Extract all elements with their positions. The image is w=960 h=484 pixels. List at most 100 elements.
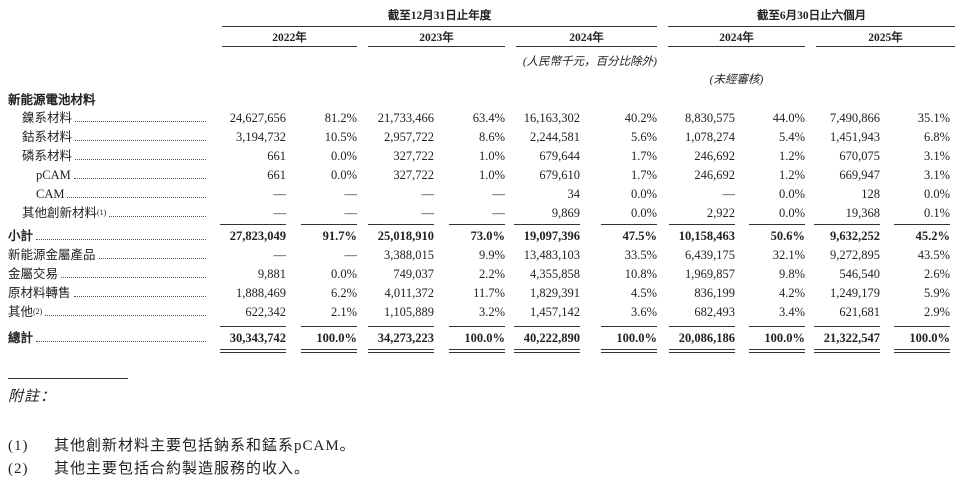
cell: 3,194,732 bbox=[236, 130, 286, 144]
note-marker: (1) bbox=[8, 438, 29, 454]
cell: 25,018,910 bbox=[377, 229, 434, 243]
dot-leader bbox=[67, 197, 206, 198]
note-text: 其他主要包括合約製造服務的收入。 bbox=[54, 461, 311, 477]
cell: 9,632,252 bbox=[830, 229, 880, 243]
header-rule bbox=[222, 26, 657, 27]
cell: 0.0% bbox=[778, 206, 805, 220]
cell: — bbox=[492, 206, 506, 220]
cell: 2,244,581 bbox=[530, 130, 580, 144]
cell: — bbox=[273, 248, 287, 262]
header-rule bbox=[668, 26, 955, 27]
notes-title: 附註： bbox=[8, 389, 57, 405]
total-rule bbox=[368, 326, 434, 327]
year-header: 2025年 bbox=[868, 32, 903, 44]
cell: 0.0% bbox=[330, 168, 357, 182]
cell: 679,610 bbox=[539, 168, 580, 182]
cell: 246,692 bbox=[694, 168, 735, 182]
total-rule bbox=[301, 326, 357, 327]
subtotal-rule bbox=[368, 224, 434, 225]
dot-leader bbox=[73, 178, 206, 179]
cell: 1.7% bbox=[630, 149, 657, 163]
cell: 1.0% bbox=[478, 149, 505, 163]
dot-leader bbox=[109, 216, 206, 217]
cell: 679,644 bbox=[539, 149, 580, 163]
cell: — bbox=[344, 248, 358, 262]
cell: 836,199 bbox=[694, 286, 735, 300]
label-text: CAM bbox=[36, 187, 65, 201]
row-label: 鈷系材料 bbox=[22, 129, 206, 145]
cell: 81.2% bbox=[324, 111, 357, 125]
total-double-rule bbox=[814, 352, 880, 353]
cell: 100.0% bbox=[909, 331, 950, 345]
cell: 100.0% bbox=[616, 331, 657, 345]
cell: 45.2% bbox=[915, 229, 950, 243]
cell: 1,105,889 bbox=[384, 305, 434, 319]
note-ref: (2) bbox=[33, 307, 43, 316]
total-double-rule bbox=[894, 352, 950, 353]
cell: 3.6% bbox=[630, 305, 657, 319]
row-label: CAM bbox=[36, 186, 206, 202]
cell: 4.5% bbox=[630, 286, 657, 300]
cell: 1.7% bbox=[630, 168, 657, 182]
cell: — bbox=[421, 187, 435, 201]
cell: 5.4% bbox=[778, 130, 805, 144]
cell: 34 bbox=[567, 187, 581, 201]
label-text: 其他創新材料 bbox=[22, 206, 98, 220]
cell: 4,355,858 bbox=[530, 267, 580, 281]
dot-leader bbox=[45, 315, 206, 316]
row-label: 新能源金屬產品 bbox=[8, 247, 206, 263]
cell: 1,969,857 bbox=[685, 267, 735, 281]
dot-leader bbox=[73, 296, 206, 297]
cell: 9.9% bbox=[478, 248, 505, 262]
cell: 63.4% bbox=[472, 111, 505, 125]
cell: 9.8% bbox=[778, 267, 805, 281]
cell: 3.1% bbox=[923, 149, 950, 163]
row-label: 總計 bbox=[8, 330, 206, 346]
row-label: pCAM bbox=[36, 167, 206, 183]
total-rule bbox=[669, 326, 735, 327]
cell: 2,922 bbox=[706, 206, 735, 220]
subtotal-rule bbox=[601, 224, 657, 225]
year-header: 2022年 bbox=[272, 32, 307, 44]
total-double-rule bbox=[894, 349, 950, 350]
total-double-rule bbox=[301, 352, 357, 353]
total-double-rule bbox=[669, 352, 735, 353]
label-text: 磷系材料 bbox=[22, 149, 73, 163]
row-label: 磷系材料 bbox=[22, 148, 206, 164]
label-text: pCAM bbox=[36, 168, 71, 182]
total-double-rule bbox=[368, 349, 434, 350]
cell: 27,823,049 bbox=[229, 229, 286, 243]
dot-leader bbox=[36, 239, 206, 240]
label-text: 總計 bbox=[8, 331, 34, 345]
total-double-rule bbox=[669, 349, 735, 350]
note-marker: (2) bbox=[8, 461, 29, 477]
total-rule bbox=[514, 326, 580, 327]
cell: 1,249,179 bbox=[830, 286, 880, 300]
cell: 16,163,302 bbox=[523, 111, 580, 125]
cell: 1.2% bbox=[778, 168, 805, 182]
label-text: 金屬交易 bbox=[8, 267, 59, 281]
row-label: 原材料轉售 bbox=[8, 285, 206, 301]
cell: 100.0% bbox=[764, 331, 805, 345]
cell: — bbox=[273, 187, 287, 201]
cell: 0.0% bbox=[923, 187, 950, 201]
cell: 1,888,469 bbox=[236, 286, 286, 300]
label-text: 新能源金屬產品 bbox=[8, 248, 96, 262]
row-label: 其他創新材料 (1) bbox=[22, 205, 206, 221]
total-rule bbox=[814, 326, 880, 327]
row-label: 小計 bbox=[8, 228, 206, 244]
cell: 100.0% bbox=[464, 331, 505, 345]
cell: 20,086,186 bbox=[678, 331, 735, 345]
total-double-rule bbox=[514, 349, 580, 350]
cell: 10.8% bbox=[624, 267, 657, 281]
row-label: 其他 (2) bbox=[8, 304, 206, 320]
cell: 1.0% bbox=[478, 168, 505, 182]
period-header: 截至6月30日止六個月 bbox=[756, 10, 867, 22]
dot-leader bbox=[75, 121, 206, 122]
cell: 128 bbox=[861, 187, 880, 201]
subtotal-rule bbox=[220, 224, 286, 225]
cell: 669,947 bbox=[839, 168, 880, 182]
cell: — bbox=[492, 187, 506, 201]
cell: 34,273,223 bbox=[377, 331, 434, 345]
